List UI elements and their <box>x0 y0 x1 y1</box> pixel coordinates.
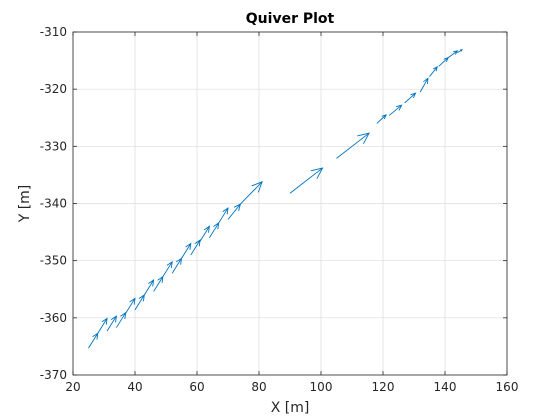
arrow-shaft <box>404 92 416 104</box>
y-tick-label: -360 <box>40 311 67 325</box>
arrow-shaft <box>218 207 229 224</box>
arrow-shaft <box>116 312 127 328</box>
chart-title: Quiver Plot <box>246 11 335 27</box>
arrow-head <box>381 114 387 120</box>
quiver-arrow <box>404 92 417 104</box>
quiver-arrow <box>447 50 459 59</box>
quiver-arrow <box>289 167 324 194</box>
arrow-shaft <box>240 181 263 205</box>
arrow-head <box>251 180 263 193</box>
arrow-head <box>460 49 463 52</box>
x-tick-label: 60 <box>189 380 204 394</box>
arrow-shaft <box>190 239 201 256</box>
quiver-arrow <box>240 180 263 205</box>
arrow-shaft <box>88 333 99 349</box>
arrow-shaft <box>162 261 173 277</box>
arrow-shaft <box>209 222 220 239</box>
arrow-shaft <box>438 57 449 67</box>
quiver-arrow <box>190 239 201 256</box>
arrow-shaft <box>143 279 154 296</box>
arrow-shaft <box>419 78 429 93</box>
arrow-head <box>433 66 438 72</box>
arrow-shaft <box>429 66 438 77</box>
arrow-head <box>129 297 136 305</box>
arrow-head <box>101 317 108 325</box>
x-tick-label: 160 <box>496 380 519 394</box>
y-axis-label: Y [m] <box>17 185 33 224</box>
quiver-arrow <box>336 132 370 159</box>
y-tick-label: -370 <box>40 368 67 382</box>
quiver-arrow <box>457 49 463 53</box>
arrow-head <box>185 242 192 250</box>
quiver-arrow <box>419 77 429 93</box>
quiver-arrow <box>376 114 387 124</box>
arrow-shaft <box>289 167 323 194</box>
arrow-head <box>395 104 403 111</box>
y-tick-label: -320 <box>40 82 67 96</box>
arrow-head <box>194 239 201 247</box>
x-tick-label: 80 <box>251 380 266 394</box>
quiver-arrow <box>106 315 117 332</box>
x-tick-label: 20 <box>65 380 80 394</box>
x-axis-label: X [m] <box>271 400 310 416</box>
arrow-shaft <box>153 276 164 292</box>
arrow-shaft <box>227 203 241 220</box>
x-tick-label: 40 <box>127 380 142 394</box>
arrow-shaft <box>134 294 145 311</box>
arrow-shaft <box>171 258 182 274</box>
arrow-shaft <box>181 243 192 259</box>
arrow-shaft <box>199 226 210 242</box>
arrow-head <box>222 207 229 215</box>
x-tick-label: 140 <box>434 380 457 394</box>
y-tick-label: -310 <box>40 25 67 39</box>
quiver-arrow <box>218 207 229 224</box>
x-axis-ticks: 20 40 60 80 100 120 140 160 <box>65 32 518 394</box>
arrow-head <box>453 50 459 55</box>
arrow-shaft <box>336 132 370 159</box>
y-tick-label: -330 <box>40 139 67 153</box>
quiver-arrow <box>181 242 192 259</box>
arrow-head <box>357 132 370 145</box>
x-tick-label: 100 <box>310 380 333 394</box>
arrow-shaft <box>388 104 402 116</box>
x-tick-label: 120 <box>372 380 395 394</box>
quiver-arrow <box>388 104 403 116</box>
quiver-arrow <box>97 317 108 334</box>
y-tick-label: -350 <box>40 254 67 268</box>
arrow-shaft <box>106 315 117 332</box>
quiver-arrow <box>429 66 438 77</box>
arrow-shaft <box>376 114 387 124</box>
quiver-arrow <box>143 279 155 296</box>
y-tick-label: -340 <box>40 197 67 211</box>
arrow-head <box>310 167 324 179</box>
arrow-head <box>166 260 173 269</box>
arrow-shaft <box>447 50 458 59</box>
arrow-layer <box>88 49 463 349</box>
arrow-head <box>423 77 429 85</box>
arrow-head <box>148 279 155 287</box>
arrow-head <box>410 92 417 99</box>
quiver-arrow <box>199 225 210 242</box>
arrow-head <box>110 315 117 323</box>
arrow-head <box>203 225 210 233</box>
quiver-arrow <box>125 297 136 314</box>
arrow-shaft <box>125 298 136 314</box>
quiver-arrow <box>162 260 173 277</box>
arrow-shaft <box>97 318 108 334</box>
y-axis-ticks: -370 -360 -350 -340 -330 -320 -310 <box>40 25 507 382</box>
